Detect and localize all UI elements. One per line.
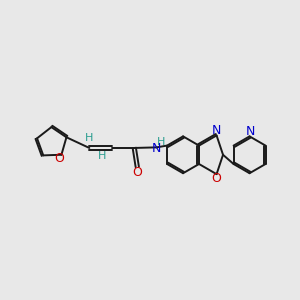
- Text: O: O: [212, 172, 221, 185]
- Text: N: N: [212, 124, 221, 137]
- Text: O: O: [54, 152, 64, 165]
- Text: H: H: [157, 137, 166, 147]
- Text: O: O: [132, 166, 142, 179]
- Text: H: H: [85, 134, 94, 143]
- Text: N: N: [246, 125, 255, 138]
- Text: H: H: [98, 151, 106, 161]
- Text: N: N: [152, 142, 161, 155]
